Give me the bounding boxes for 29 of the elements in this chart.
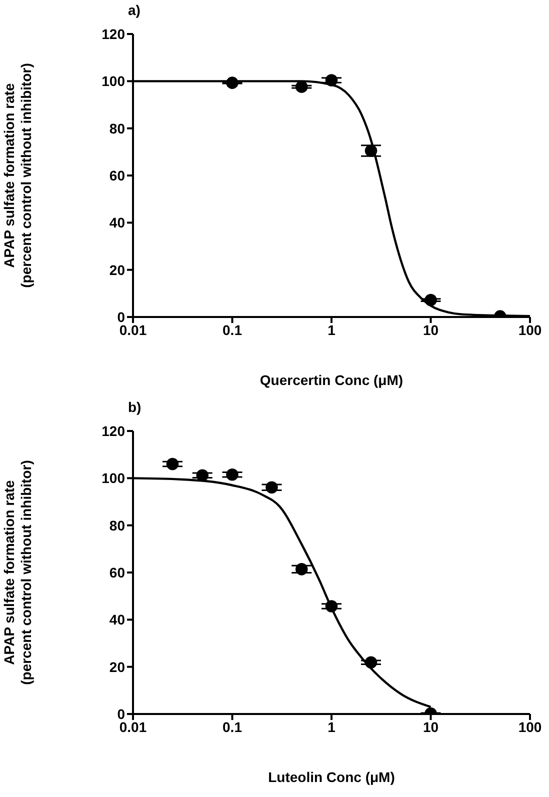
y-tick-label: 120	[102, 26, 126, 42]
chart-title: b)	[128, 399, 142, 415]
point	[325, 74, 338, 86]
x-tick-label: 1	[328, 718, 336, 735]
chart-title: a)	[128, 2, 140, 18]
point	[226, 76, 238, 89]
x-tick-label: 100	[518, 718, 542, 735]
x-tick-label: 10	[422, 718, 439, 735]
x-axis-title: Quercertin Conc (μM)	[260, 372, 404, 388]
y-tick-label: 80	[109, 517, 126, 534]
y-tick-label: 60	[109, 167, 126, 184]
x-axis-title: Luteolin Conc (μM)	[268, 769, 395, 785]
y-tick-label: 20	[109, 262, 126, 278]
y-axis-title: APAP sulfate formation rate (percent control without inhibitor)	[1, 460, 34, 685]
y-tick-label: 20	[109, 658, 126, 675]
y-tick-label: 80	[109, 120, 126, 136]
point	[424, 294, 437, 306]
x-tick-label: 1	[328, 322, 336, 338]
y-tick-label: 100	[102, 73, 126, 90]
y-tick-label: 60	[109, 564, 126, 580]
x-tick-label: 10	[422, 322, 439, 338]
y-tick-label: 120	[102, 422, 126, 439]
y-tick-label: 40	[109, 214, 126, 231]
y-axis-title: APAP sulfate formation rate (percent control without inhibitor)	[1, 63, 34, 288]
y-tick-label: 40	[109, 612, 126, 628]
x-tick-label: 0.1	[222, 322, 242, 338]
y-tick-label: 100	[102, 470, 126, 486]
x-tick-label: 100	[518, 322, 542, 338]
x-tick-label: 0.1	[222, 718, 242, 735]
